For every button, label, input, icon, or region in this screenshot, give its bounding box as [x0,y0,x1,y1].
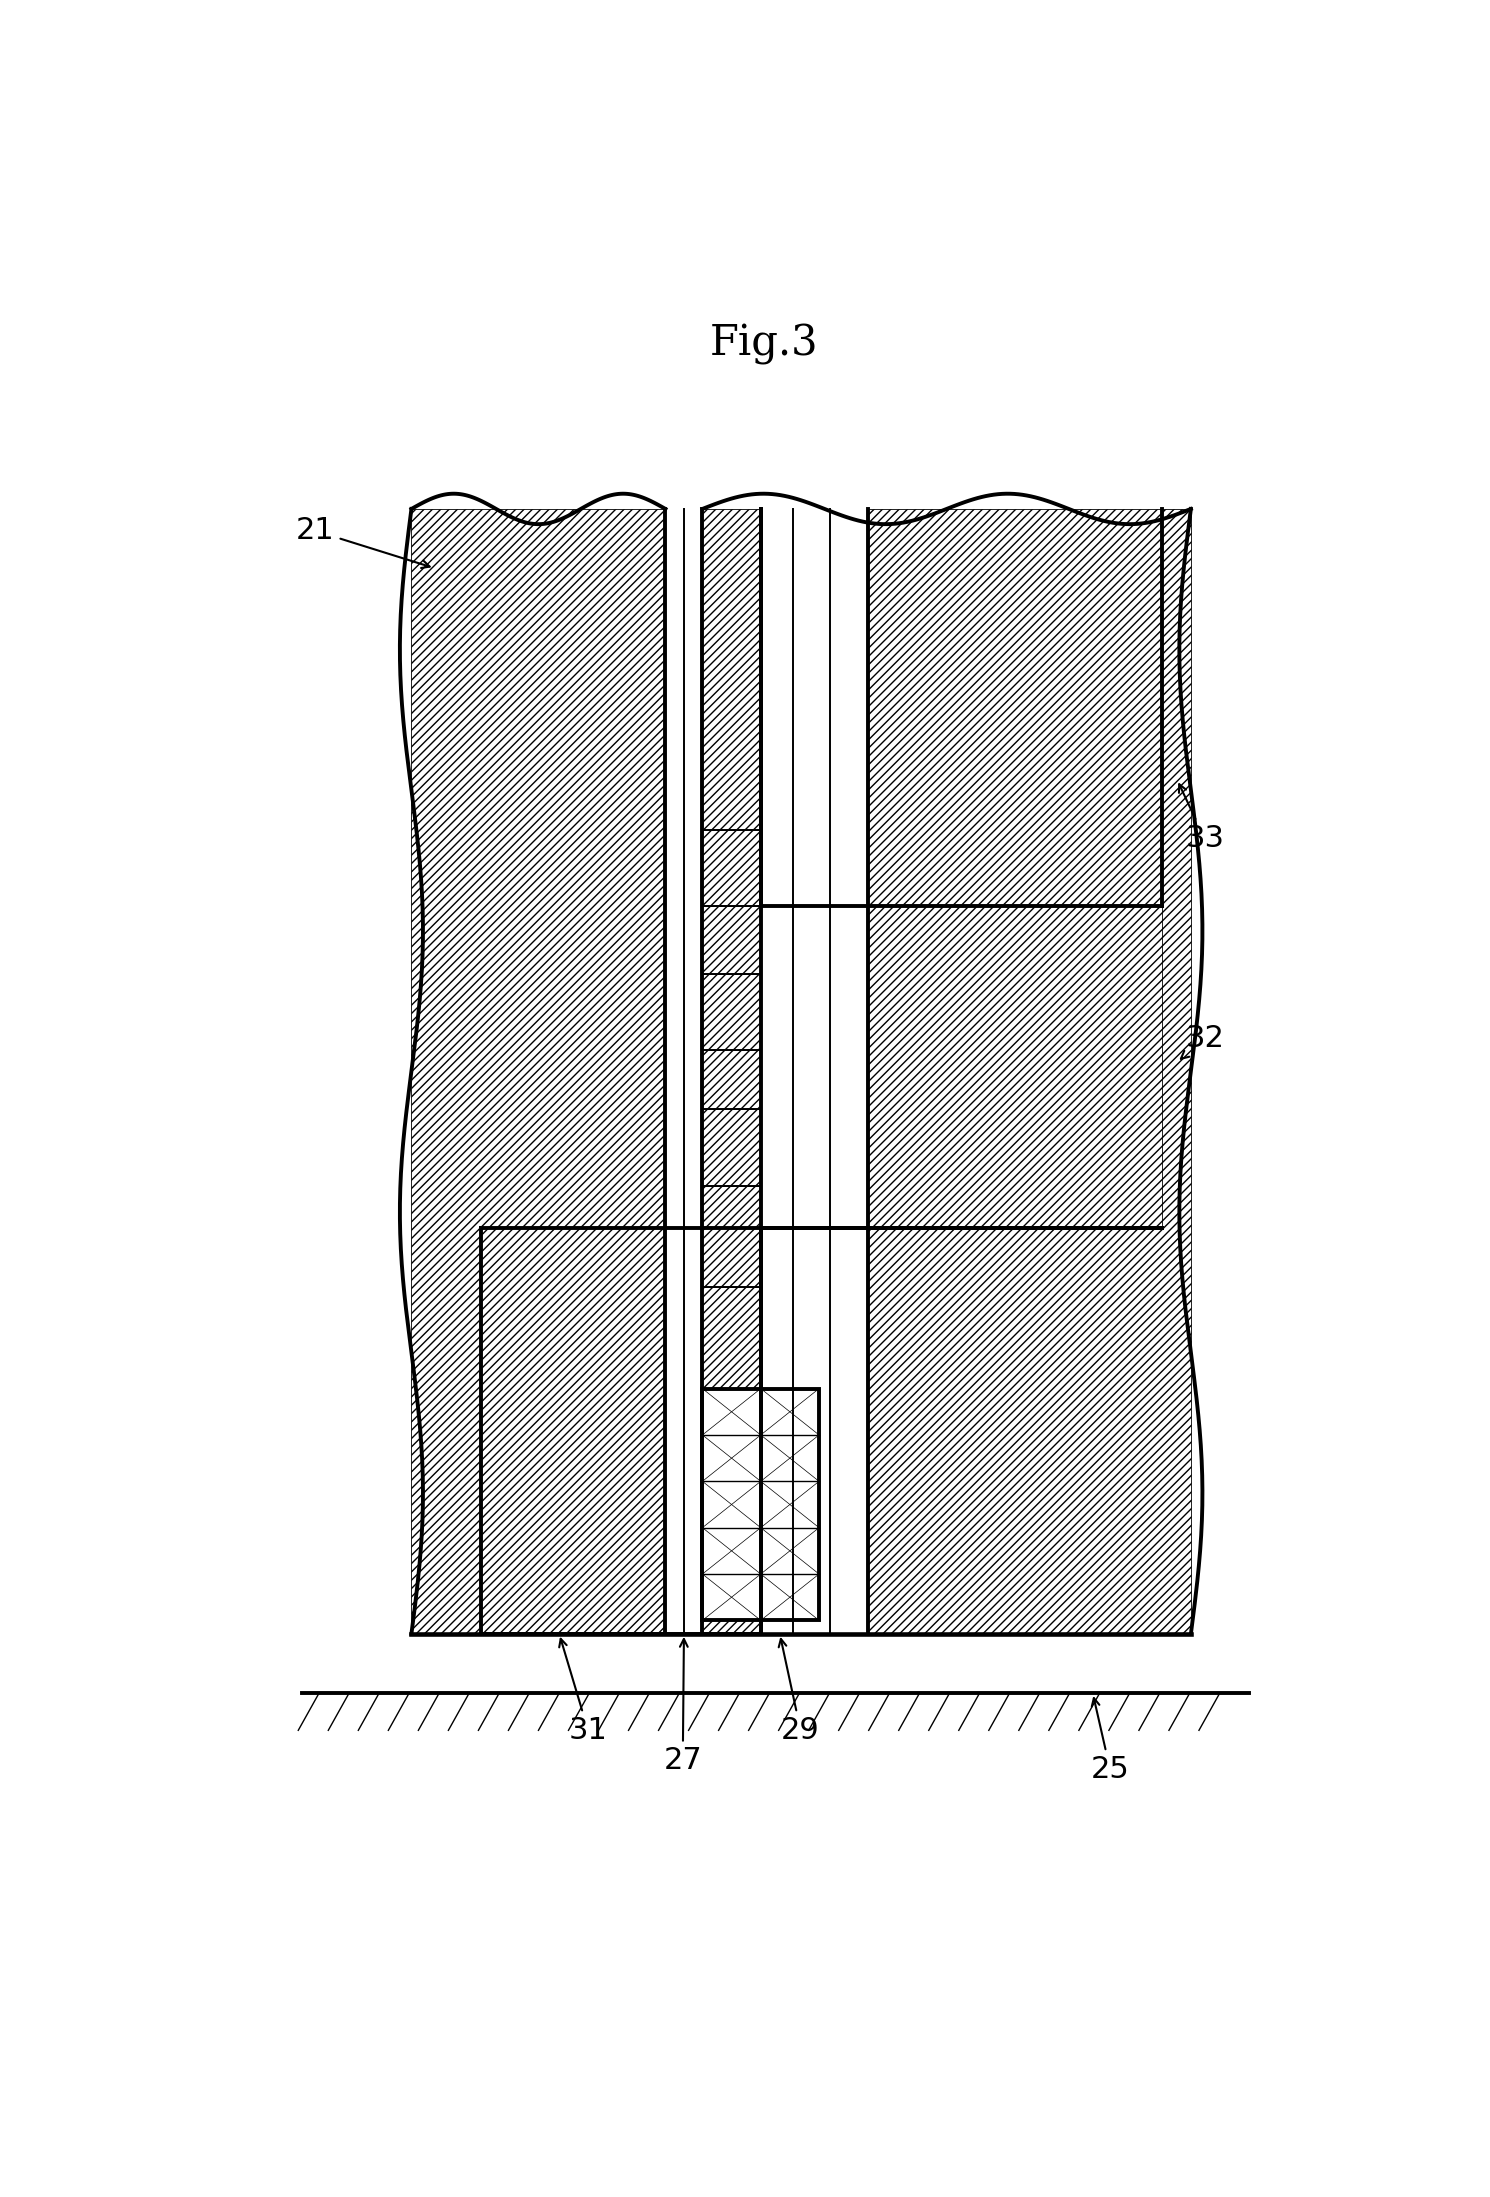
Text: 21: 21 [297,516,429,569]
Bar [702,1109,761,1186]
Bar [702,973,761,1050]
Bar [702,830,761,907]
Bar [481,1228,761,1635]
Bar [702,1228,761,1287]
Text: 25: 25 [1091,1698,1129,1784]
Bar [761,510,867,1635]
Bar [702,1389,820,1621]
Bar [761,907,1162,1228]
Bar [411,510,1191,1635]
Bar [702,1389,820,1621]
Bar [761,510,1162,907]
Bar [702,1228,761,1287]
Text: 27: 27 [663,1639,702,1775]
Bar [481,1228,761,1635]
Bar [702,830,761,907]
Bar [702,1109,761,1186]
Bar [411,510,1191,1635]
Bar [702,1109,761,1186]
Bar [702,830,761,907]
Bar [702,1228,761,1287]
Text: 33: 33 [1179,784,1225,852]
Bar [666,510,702,1635]
Text: Fig.3: Fig.3 [709,323,818,365]
Bar [702,973,761,1050]
Text: 29: 29 [779,1639,820,1744]
Text: 31: 31 [559,1639,608,1744]
Bar [702,973,761,1050]
Text: 32: 32 [1182,1024,1225,1059]
Bar [761,510,1162,907]
Bar [411,510,1191,1635]
Bar [761,907,1162,1228]
